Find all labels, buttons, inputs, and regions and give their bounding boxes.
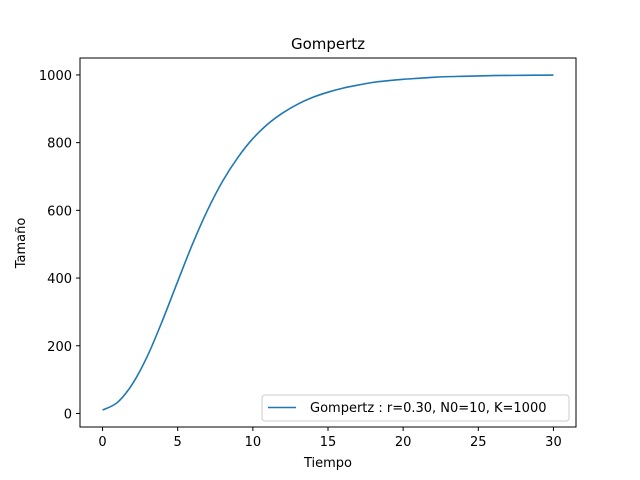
legend-label: Gompertz : r=0.30, N0=10, K=1000 bbox=[310, 401, 547, 416]
x-tick-label: 10 bbox=[245, 435, 262, 450]
x-tick-label: 25 bbox=[470, 435, 487, 450]
y-axis: 0 200 400 600 800 1000 bbox=[39, 69, 80, 422]
x-axis: 0 5 10 15 20 25 30 bbox=[98, 427, 562, 450]
x-tick-label: 20 bbox=[395, 435, 412, 450]
y-tick-label: 1000 bbox=[39, 69, 72, 84]
plot-frame bbox=[79, 57, 577, 428]
x-tick-label: 0 bbox=[98, 435, 106, 450]
chart-title: Gompertz bbox=[291, 35, 365, 53]
x-tick-label: 5 bbox=[174, 435, 182, 450]
y-axis-label: Tamaño bbox=[14, 218, 29, 270]
legend-box bbox=[261, 394, 570, 422]
y-tick-label: 200 bbox=[47, 340, 72, 355]
legend: Gompertz : r=0.30, N0=10, K=1000 bbox=[261, 394, 570, 422]
series-line-gompertz bbox=[102, 74, 554, 411]
y-tick-label: 400 bbox=[47, 272, 72, 287]
x-tick-label: 30 bbox=[545, 435, 562, 450]
y-tick-label: 600 bbox=[47, 204, 72, 219]
x-tick-label: 15 bbox=[320, 435, 337, 450]
y-tick-label: 800 bbox=[47, 137, 72, 152]
x-axis-label: Tiempo bbox=[303, 456, 352, 471]
y-tick-label: 0 bbox=[64, 407, 72, 422]
